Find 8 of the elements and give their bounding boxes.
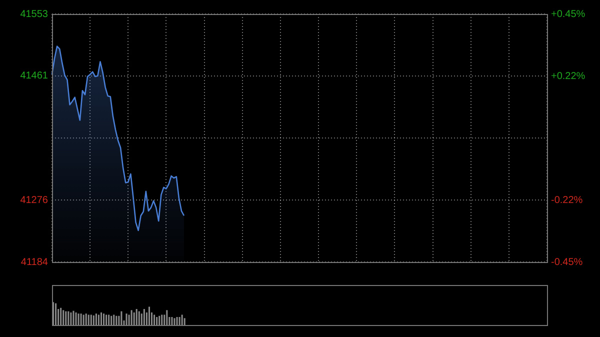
y2-tick-label: +0.22% bbox=[551, 70, 586, 82]
y-tick-label: 41461 bbox=[20, 70, 48, 82]
y-tick-label: 41184 bbox=[20, 256, 48, 268]
y2-tick-label: +0.45% bbox=[551, 8, 586, 20]
y2-tick-label: -0.45% bbox=[551, 256, 583, 268]
y2-tick-label: -0.22% bbox=[551, 194, 583, 206]
y-tick-label: 41553 bbox=[20, 8, 48, 20]
y-tick-label: 41276 bbox=[20, 194, 48, 206]
